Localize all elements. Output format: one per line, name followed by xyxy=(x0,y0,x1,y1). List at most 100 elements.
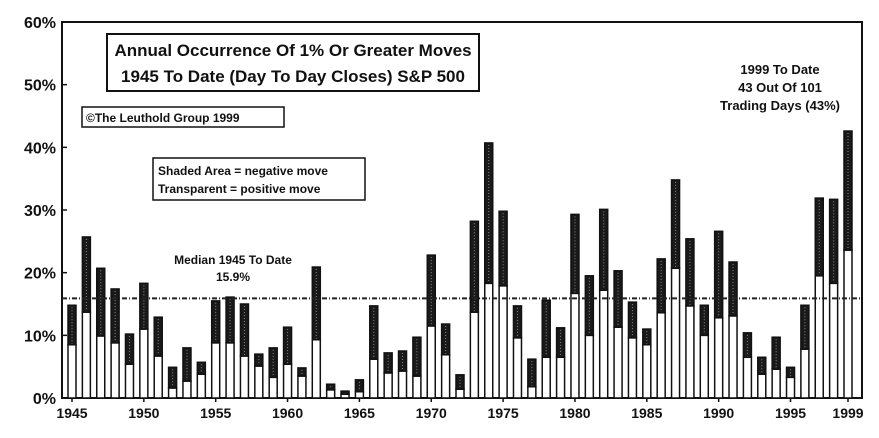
bar-positive-1962 xyxy=(311,338,322,399)
bar-positive-1948 xyxy=(110,342,120,399)
bar-negative-1961 xyxy=(297,367,307,377)
bar-positive-1982 xyxy=(598,289,609,399)
bar-negative-1949 xyxy=(124,333,135,365)
bar-positive-1952 xyxy=(167,387,178,399)
bar-negative-1972 xyxy=(455,374,465,390)
bar-positive-1959 xyxy=(268,376,278,399)
bar-negative-1975 xyxy=(498,210,508,287)
x-tick-label: 1965 xyxy=(344,405,375,421)
x-tick-label: 1999 xyxy=(832,405,863,421)
bar-negative-1968 xyxy=(397,350,408,372)
bar-positive-1950 xyxy=(139,328,149,399)
bar-positive-1945 xyxy=(67,343,77,399)
title-box: Annual Occurrence Of 1% Or Greater Moves… xyxy=(106,33,480,92)
bar-positive-1960 xyxy=(282,363,293,399)
bar-positive-1995 xyxy=(785,376,796,399)
bar-positive-1951 xyxy=(153,355,163,399)
copyright-box: ©The Leuthold Group 1999 xyxy=(81,106,285,128)
x-tick-label: 1960 xyxy=(272,405,303,421)
bar-positive-1946 xyxy=(81,311,92,399)
bar-negative-1976 xyxy=(512,305,523,339)
bar-negative-1951 xyxy=(153,316,163,357)
bar-positive-1992 xyxy=(742,356,753,399)
bar-positive-1958 xyxy=(254,365,264,399)
y-tick-label: 30% xyxy=(24,203,56,220)
bar-positive-1957 xyxy=(239,355,250,399)
bar-positive-1989 xyxy=(699,334,710,399)
bar-positive-1983 xyxy=(613,326,623,399)
bar-negative-1980 xyxy=(570,213,580,295)
bar-positive-1998 xyxy=(828,282,839,399)
bar-positive-1990 xyxy=(713,317,724,399)
title-line-1: Annual Occurrence Of 1% Or Greater Moves xyxy=(114,41,471,60)
bar-negative-1992 xyxy=(742,332,753,359)
bar-negative-1989 xyxy=(699,304,710,337)
bar-positive-1981 xyxy=(584,334,595,399)
bar-negative-1973 xyxy=(469,220,480,313)
x-tick-label: 1945 xyxy=(56,405,87,421)
bar-positive-1971 xyxy=(440,354,451,399)
bar-positive-1988 xyxy=(685,305,695,399)
bar-negative-1952 xyxy=(167,366,178,389)
bar-positive-1975 xyxy=(498,285,508,399)
y-tick-label: 10% xyxy=(24,328,56,345)
bar-negative-1964 xyxy=(340,390,350,395)
legend-transparent: Transparent = positive move xyxy=(158,182,321,196)
bar-negative-1967 xyxy=(383,352,393,374)
bar-negative-1990 xyxy=(713,230,724,319)
legend-shaded: Shaded Area = negative move xyxy=(158,164,328,178)
x-tick-label: 1955 xyxy=(200,405,231,421)
x-tick-label: 1985 xyxy=(631,405,662,421)
bar-positive-1979 xyxy=(555,356,566,399)
bar-positive-1996 xyxy=(800,348,810,399)
bar-negative-1978 xyxy=(541,299,551,359)
bar-negative-1969 xyxy=(412,336,422,377)
bar-positive-1969 xyxy=(412,375,422,399)
median-label-1: Median 1945 To Date xyxy=(174,253,292,267)
bar-positive-1968 xyxy=(397,370,408,399)
bar-positive-1978 xyxy=(541,356,551,399)
bar-positive-1985 xyxy=(642,343,652,399)
bar-positive-1967 xyxy=(383,372,393,399)
annotation-2: 43 Out Of 101 xyxy=(738,80,822,95)
bar-positive-1984 xyxy=(627,337,638,399)
x-tick-label: 1990 xyxy=(703,405,734,421)
bar-positive-1974 xyxy=(483,282,494,399)
bar-positive-1970 xyxy=(426,325,437,399)
copyright-text: ©The Leuthold Group 1999 xyxy=(86,111,240,125)
x-tick-label: 1995 xyxy=(775,405,806,421)
legend-box: Shaded Area = negative move Transparent … xyxy=(152,157,366,201)
x-tick-label: 1980 xyxy=(559,405,590,421)
bar-positive-1963 xyxy=(325,389,336,399)
bar-positive-1991 xyxy=(728,315,738,399)
bar-positive-1966 xyxy=(369,358,379,399)
bar-positive-1987 xyxy=(670,267,681,399)
bar-positive-1993 xyxy=(757,373,767,399)
bars xyxy=(67,130,853,399)
bar-positive-1997 xyxy=(814,275,825,399)
bar-negative-1960 xyxy=(282,326,293,365)
bar-negative-1962 xyxy=(311,266,322,341)
bar-positive-1965 xyxy=(354,390,365,399)
annotation-3: Trading Days (43%) xyxy=(720,98,840,113)
bar-positive-1973 xyxy=(469,311,480,399)
y-tick-label: 60% xyxy=(24,15,56,32)
median-label-2: 15.9% xyxy=(216,270,250,284)
bar-negative-1982 xyxy=(598,208,609,291)
bar-negative-1945 xyxy=(67,304,77,346)
bar-negative-1953 xyxy=(182,347,192,382)
bar-positive-1994 xyxy=(771,368,781,399)
bar-positive-1986 xyxy=(656,312,666,399)
x-axis: 1945 1950 1955 1960 1965 1970 1975 1980 1985 1990… xyxy=(56,398,864,421)
bar-positive-1953 xyxy=(182,380,192,399)
bar-positive-1956 xyxy=(225,342,235,399)
bar-negative-1971 xyxy=(440,323,451,356)
bar-negative-1956 xyxy=(225,296,235,344)
x-tick-label: 1970 xyxy=(416,405,447,421)
bar-positive-1955 xyxy=(210,342,221,399)
bar-negative-1994 xyxy=(771,336,781,370)
bar-negative-1950 xyxy=(139,282,149,330)
bar-negative-1985 xyxy=(642,328,652,346)
bar-positive-1977 xyxy=(527,385,537,399)
